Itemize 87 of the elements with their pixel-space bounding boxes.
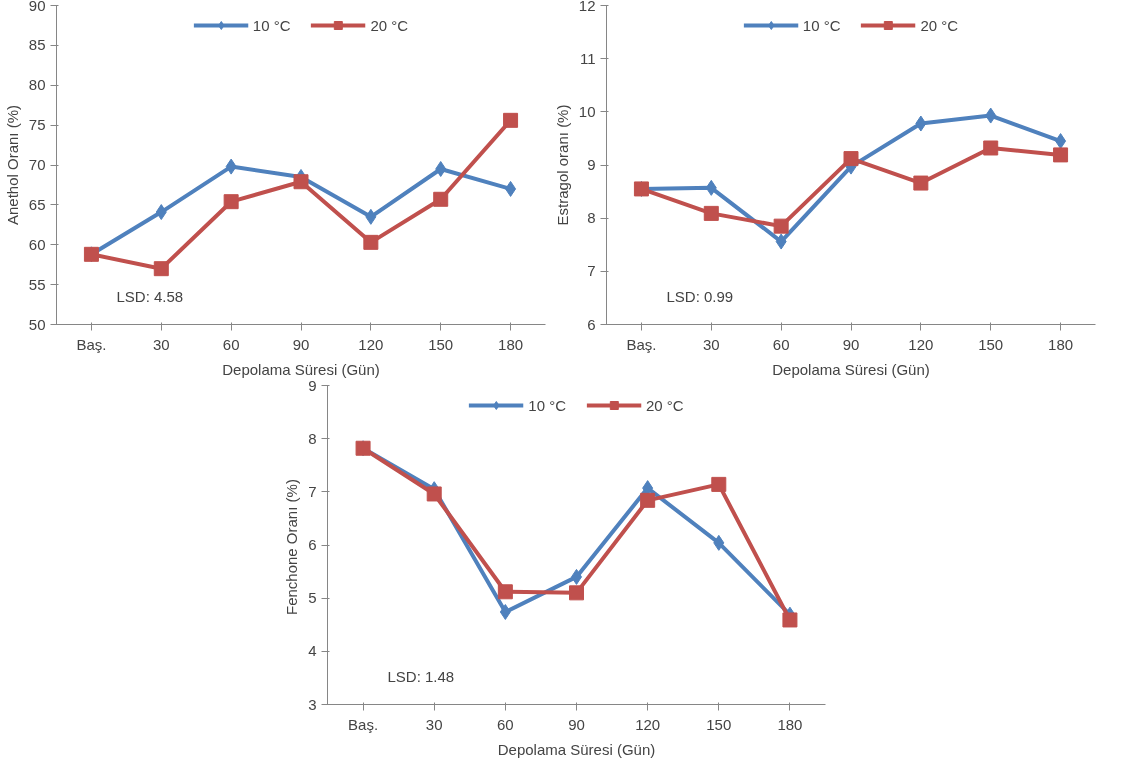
y-tick-label: 80 (28, 76, 46, 94)
annotation: LSD: 1.48 (387, 667, 455, 685)
y-tick-label: 75 (28, 116, 46, 134)
point (503, 112, 519, 128)
x-axis-title: Depolama Süresi (Gün) (497, 740, 656, 758)
point (782, 612, 798, 628)
point (155, 204, 167, 221)
y-tick-label: 60 (28, 235, 46, 253)
x-tick-label: 180 (1048, 335, 1074, 353)
y-tick-label: 6 (308, 536, 317, 553)
y-tick-label: 65 (28, 195, 46, 213)
x-tick-label: 120 (358, 335, 384, 353)
y-tick-label: 3 (308, 695, 317, 713)
x-tick-label: Baş. (76, 335, 107, 353)
x-tick-label: 120 (908, 335, 934, 353)
x-tick-label: Baş. (348, 715, 379, 733)
point (223, 194, 239, 210)
x-tick-label: 180 (498, 335, 524, 353)
y-tick-label: 10 (578, 102, 596, 120)
point (426, 486, 442, 502)
point (705, 179, 717, 196)
point (843, 151, 859, 167)
x-tick-label: 30 (152, 335, 170, 353)
point (915, 115, 927, 132)
legend-label: 20 °C (646, 396, 684, 414)
x-axis-title: Depolama Süresi (Gün) (772, 360, 930, 378)
annotation: LSD: 4.58 (116, 287, 184, 305)
point (1053, 147, 1069, 163)
x-tick-label: 150 (978, 335, 1004, 353)
point (363, 234, 379, 250)
legend-label: 10 °C (252, 16, 291, 34)
x-tick-label: 150 (428, 335, 454, 353)
y-tick-label: 70 (28, 156, 46, 173)
annotation: LSD: 0.99 (666, 287, 734, 305)
y-tick-label: 4 (308, 642, 317, 660)
point (505, 180, 517, 197)
y-tick-label: 9 (587, 156, 596, 173)
y-tick-label: 8 (308, 429, 317, 447)
point (153, 261, 169, 277)
point (497, 584, 513, 600)
y-axis-title: Estragol oranı (%) (553, 104, 571, 226)
point (1055, 133, 1067, 150)
y-tick-label: 55 (28, 275, 46, 293)
point (773, 218, 789, 234)
x-tick-label: 150 (706, 715, 732, 733)
x-tick-label: 120 (635, 715, 661, 733)
y-axis-title: Anethol Oranı (%) (3, 104, 21, 226)
y-tick-label: 6 (587, 315, 596, 333)
point (225, 158, 237, 175)
x-tick-label: 60 (497, 715, 514, 733)
point (499, 603, 511, 620)
point (640, 492, 656, 508)
legend-label: 10 °C (802, 16, 841, 34)
legend-label: 20 °C (920, 16, 959, 34)
point (985, 107, 997, 124)
y-tick-label: 11 (579, 49, 596, 67)
x-tick-label: 60 (772, 335, 790, 353)
x-tick-label: 30 (425, 715, 443, 733)
legend-label: 20 °C (370, 16, 409, 34)
point (775, 233, 787, 250)
point (713, 534, 725, 551)
point (433, 191, 449, 207)
point (569, 585, 584, 601)
y-tick-label: 7 (587, 262, 596, 280)
x-tick-label: Baş. (626, 335, 657, 353)
y-tick-label: 50 (28, 315, 46, 333)
y-tick-label: 85 (28, 36, 46, 54)
y-tick-label: 5 (308, 589, 317, 607)
point (365, 208, 377, 225)
y-tick-label: 8 (587, 209, 596, 227)
x-tick-label: 30 (702, 335, 720, 353)
y-tick-label: 7 (308, 482, 317, 500)
y-axis-title: Fenchone Oranı (%) (283, 479, 301, 616)
x-axis-title: Depolama Süresi (Gün) (222, 360, 380, 378)
x-tick-label: 60 (222, 335, 240, 353)
point (711, 476, 727, 492)
legend-label: 10 °C (528, 396, 566, 414)
point (435, 160, 447, 177)
y-tick-label: 90 (28, 0, 46, 14)
point (293, 174, 309, 190)
y-tick-label: 12 (578, 0, 596, 14)
x-tick-label: 90 (842, 335, 860, 353)
point (913, 175, 929, 191)
point (703, 205, 719, 221)
point (983, 140, 999, 156)
x-tick-label: 180 (777, 715, 803, 733)
y-tick-label: 9 (308, 376, 317, 394)
